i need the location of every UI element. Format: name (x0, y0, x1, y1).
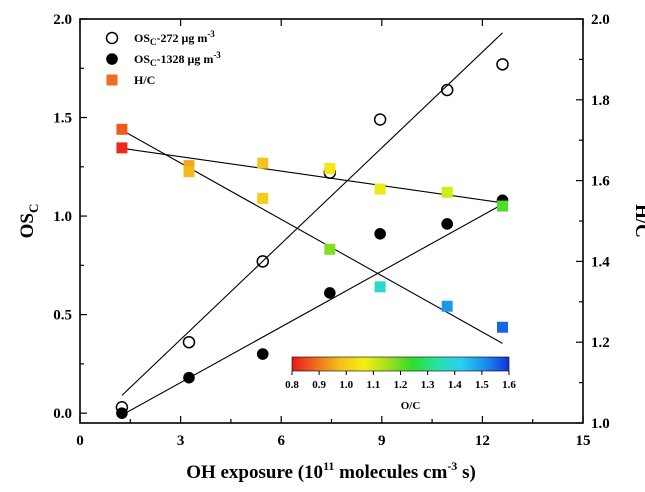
data-markers (115, 58, 509, 419)
legend-open-circle (105, 31, 119, 45)
x-tick-label: 12 (475, 433, 490, 449)
square-point (116, 142, 128, 154)
fit-line (121, 147, 503, 204)
left-y-axis-title: OSC (17, 204, 41, 239)
y-right-tick-label: 1.8 (591, 93, 610, 109)
filled-circle-point (256, 348, 269, 360)
square-point (441, 300, 453, 312)
x-axis-title: OH exposure (1011 molecules cm-3 s) (186, 459, 476, 483)
y-right-tick-label: 1.6 (591, 174, 610, 190)
filled-circle-point (116, 407, 128, 419)
legend-label: H/C (134, 73, 155, 87)
square-point (374, 281, 386, 293)
open-circle-point (440, 83, 454, 97)
filled-circle-point (183, 371, 195, 384)
y-left-tick-label: 1.5 (53, 111, 72, 127)
square-point (374, 183, 386, 195)
square-point (116, 123, 128, 135)
y-left-tick-label: 1.0 (53, 209, 72, 225)
colorbar-tick-label: 1.6 (502, 379, 516, 391)
colorbar: 0.8 0.9 1.0 1.1 1.2 1.3 1.4 1.5 1.6 O/C (285, 356, 516, 412)
x-tick-label: 6 (277, 433, 285, 449)
legend-filled-circle (106, 53, 118, 65)
filled-circle-point (324, 287, 336, 299)
x-tick-label: 0 (76, 433, 84, 449)
y-right-tick-label: 1.2 (591, 335, 610, 351)
colorbar-tick-label: 1.0 (339, 379, 353, 391)
square-point (497, 200, 509, 212)
y-right-tick-label: 1.0 (591, 416, 610, 432)
colorbar-title: O/C (401, 400, 421, 412)
legend-label: OSC-1328 μg m-3 (134, 50, 221, 68)
x-tick-label: 15 (576, 433, 591, 449)
colorbar-tick-label: 1.1 (367, 379, 381, 391)
open-circle-point (373, 113, 387, 126)
square-point (257, 157, 269, 169)
square-point (183, 166, 195, 178)
square-point (257, 192, 269, 204)
y-right-tick-label: 1.4 (591, 254, 610, 270)
legend-label: OSC-272 μg m-3 (134, 29, 215, 47)
colorbar-gradient (291, 356, 510, 372)
square-point (497, 321, 509, 333)
x-tick-label: 9 (378, 433, 386, 449)
y-right-tick-label: 2.0 (591, 12, 610, 28)
x-tick-label: 3 (177, 433, 185, 449)
open-circle-point (496, 58, 509, 71)
legend-square (106, 74, 118, 86)
right-y-axis-title: H/C (631, 204, 645, 238)
y-left-tick-label: 0.5 (53, 308, 72, 324)
filled-circle-point (441, 218, 453, 230)
fit-line (121, 32, 503, 396)
square-point (441, 186, 453, 198)
colorbar-tick-label: 1.4 (448, 379, 462, 391)
open-circle-point (256, 255, 270, 268)
open-circle-point (182, 335, 196, 349)
square-point (183, 160, 195, 172)
y-left-tick-label: 2.0 (53, 12, 72, 28)
y-left-tick-label: 0.0 (53, 406, 72, 422)
legend: OSC-272 μg m-3 OSC-1328 μg m-3 H/C (105, 29, 221, 87)
colorbar-tick-label: 1.3 (421, 379, 435, 391)
filled-circle-point (374, 228, 386, 240)
square-point (324, 243, 336, 255)
colorbar-tick-label: 0.8 (285, 379, 299, 391)
square-point (324, 162, 336, 174)
colorbar-tick-label: 1.2 (394, 379, 408, 391)
axis-ticks: 0 3 6 9 12 15 0.0 0.5 1.0 1.5 2.0 1.0 1.2 1.4 1.6 1.8 2.… (53, 12, 610, 449)
colorbar-tick-label: 1.5 (475, 379, 489, 391)
colorbar-tick-label: 0.9 (312, 379, 326, 391)
